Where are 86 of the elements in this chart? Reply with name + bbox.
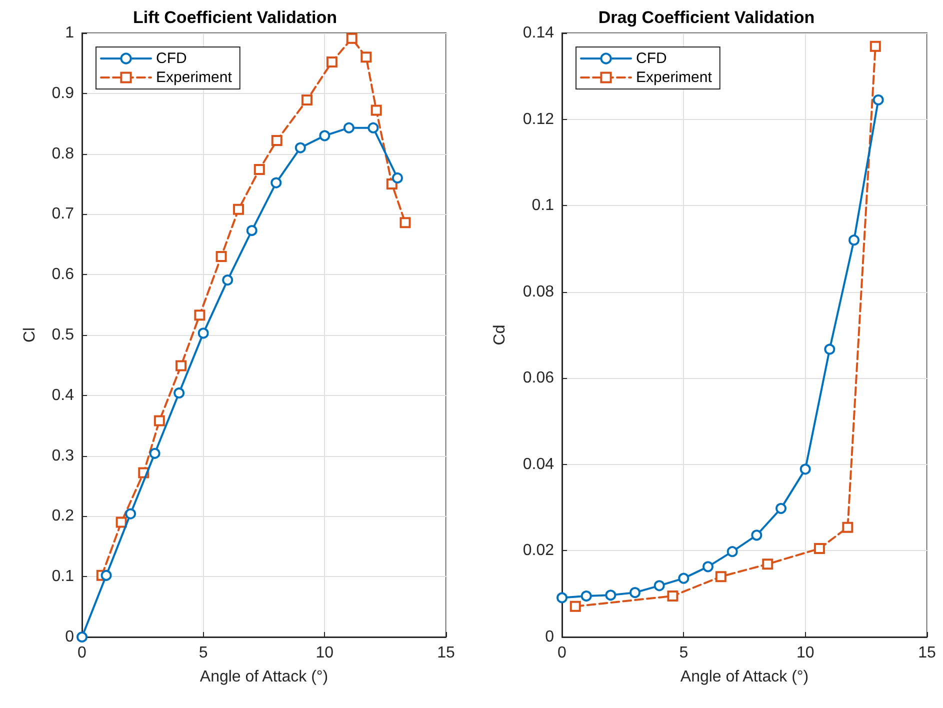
y-tick-label: 0.3 <box>52 447 74 464</box>
point <box>751 530 762 541</box>
x-axis-title: Angle of Attack (°) <box>200 668 328 686</box>
point <box>667 590 678 602</box>
point <box>630 587 640 598</box>
point <box>216 250 227 262</box>
y-axis-title: Cd <box>492 324 508 346</box>
point <box>176 360 187 372</box>
x-tick-label: 0 <box>78 644 87 662</box>
point <box>343 122 354 134</box>
y-tick-label: 0.1 <box>532 197 554 214</box>
point <box>870 40 881 52</box>
point <box>842 522 854 533</box>
legend-label: Experiment <box>156 69 233 86</box>
point <box>174 387 185 398</box>
y-axis-title: Cl <box>22 327 38 343</box>
y-tick-label: 0.4 <box>52 386 74 404</box>
point <box>116 516 127 528</box>
point <box>678 572 690 584</box>
y-tick-label: 1 <box>65 24 74 42</box>
point <box>271 135 282 146</box>
point <box>294 142 306 154</box>
point <box>400 217 411 228</box>
legend-label: CFD <box>156 50 187 67</box>
x-axis-title: Angle of Attack (°) <box>680 668 809 686</box>
point <box>605 590 616 601</box>
point <box>149 448 160 459</box>
point <box>392 172 403 184</box>
point <box>872 94 884 106</box>
x-tick-label: 0 <box>558 644 567 662</box>
y-tick-label: 0.6 <box>52 266 74 284</box>
point <box>233 204 244 215</box>
x-tick-label: 5 <box>198 644 208 662</box>
point <box>246 225 258 236</box>
point <box>580 590 592 602</box>
point <box>222 274 234 286</box>
point <box>654 580 665 592</box>
point <box>154 415 165 426</box>
point <box>326 56 338 68</box>
x-tick-label: 10 <box>316 644 334 662</box>
point <box>715 571 726 582</box>
y-tick-label: 0.06 <box>522 370 554 387</box>
point <box>762 558 774 570</box>
y-tick-label: 0.2 <box>52 508 74 525</box>
point <box>824 344 836 355</box>
chart-title: Lift Coefficient Validation <box>132 8 338 27</box>
x-tick-label: 15 <box>918 644 936 662</box>
x-tick-label: 15 <box>437 644 455 662</box>
y-tick-label: 0.14 <box>522 24 554 42</box>
y-tick-label: 0.5 <box>52 326 74 344</box>
point <box>100 570 112 581</box>
point <box>125 508 136 520</box>
y-tick-label: 0.02 <box>522 542 554 560</box>
point <box>848 234 860 246</box>
point <box>198 328 209 339</box>
x-tick-label: 5 <box>679 644 688 662</box>
x-tick-label: 10 <box>796 644 814 662</box>
point <box>556 592 568 604</box>
y-tick-label: 0.8 <box>52 145 74 162</box>
point <box>702 561 714 572</box>
point <box>270 177 282 188</box>
legend-label: Experiment <box>636 69 713 86</box>
point <box>194 310 206 321</box>
legend-label: CFD <box>636 50 667 67</box>
point <box>776 502 786 514</box>
point <box>254 164 265 176</box>
chart-title: Drag Coefficient Validation <box>598 8 815 27</box>
point <box>360 52 372 63</box>
y-tick-label: 0.1 <box>52 568 74 586</box>
y-tick-label: 0.04 <box>522 456 554 473</box>
point <box>370 104 382 116</box>
y-tick-label: 0.9 <box>52 84 74 102</box>
y-tick-label: 0.12 <box>522 110 554 128</box>
point <box>319 130 330 142</box>
point <box>76 632 88 642</box>
point <box>368 122 379 134</box>
y-tick-label: 0 <box>65 628 74 646</box>
y-tick-label: 0 <box>545 628 554 646</box>
y-tick-label: 0.7 <box>52 206 74 223</box>
point <box>346 32 358 44</box>
point <box>301 94 312 106</box>
y-tick-label: 0.08 <box>522 283 554 300</box>
point <box>800 464 811 475</box>
point <box>726 546 738 558</box>
point <box>570 600 581 612</box>
point <box>814 543 825 554</box>
